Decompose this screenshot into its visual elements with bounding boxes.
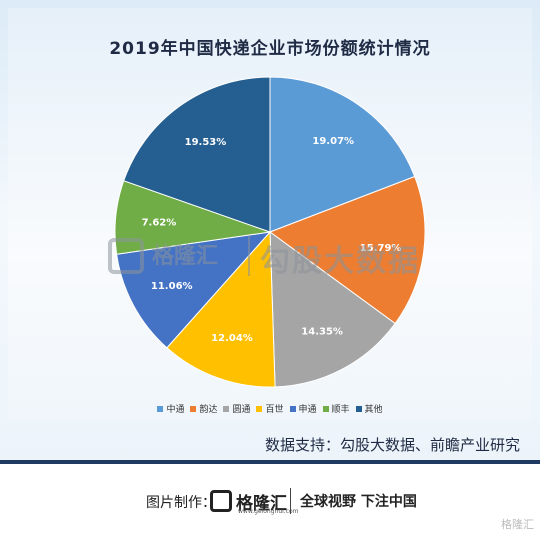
footer-separator [290, 488, 291, 514]
pie-slice-1 [268, 175, 426, 325]
brand-logo-icon [210, 490, 232, 512]
pie-data-label-0: 19.07% [312, 136, 354, 147]
pie-data-label-3: 12.04% [211, 333, 253, 344]
legend-label-2: 圆通 [232, 405, 251, 415]
made-by-label: 图片制作： [146, 495, 216, 511]
legend-label-6: 其他 [364, 405, 383, 415]
legend-item-6: 其他 [355, 402, 383, 415]
footer-divider [0, 460, 540, 464]
pie-slice-0 [269, 76, 416, 233]
legend-label-4: 申通 [298, 405, 317, 415]
legend-swatch-1 [190, 405, 197, 412]
pie-data-label-6: 19.53% [185, 137, 227, 148]
legend-swatch-2 [223, 405, 230, 412]
legend-swatch-6 [355, 405, 362, 412]
pie-slice-2 [269, 230, 396, 388]
chart-card: 2019年中国快递企业市场份额统计情况 19.07% 15.79% 14.35% 12… [8, 8, 532, 420]
pie-data-label-1: 15.79% [360, 243, 402, 254]
brand-url: www.gelonghui.com [238, 508, 299, 515]
legend-item-2: 圆通 [223, 402, 250, 415]
legend-label-5: 顺丰 [331, 405, 350, 415]
legend-swatch-0 [157, 405, 164, 412]
legend-label-1: 韵达 [199, 405, 218, 415]
pie-chart: 19.07% 15.79% 14.35% 12.04% 11.06% 7.62% 19.53… [114, 76, 426, 388]
chart-legend: 中通 韵达 圆通 百世 申通 顺丰 其他 [8, 402, 532, 415]
pie-data-label-2: 14.35% [301, 327, 343, 338]
legend-item-3: 百世 [256, 402, 284, 415]
footer: 图片制作： 格隆汇 www.gelonghui.com 全球视野 下注中国 格隆… [0, 464, 540, 540]
pie-slice-6 [123, 76, 271, 233]
brand-name: 格隆汇 [236, 494, 287, 514]
data-source: 数据支持：勾股大数据、前瞻产业研究 [264, 436, 520, 454]
corner-watermark: 格隆汇 [501, 518, 534, 531]
pie-data-label-4: 11.06% [151, 281, 193, 292]
pie-slice-4 [116, 231, 272, 349]
legend-label-0: 中通 [166, 405, 185, 415]
legend-item-4: 申通 [289, 402, 317, 415]
legend-swatch-3 [256, 405, 263, 412]
pie-data-label-5: 7.62% [142, 217, 177, 228]
chart-title: 2019年中国快递企业市场份额统计情况 [109, 39, 431, 59]
legend-item-5: 顺丰 [322, 402, 350, 415]
legend-swatch-5 [322, 405, 329, 412]
legend-label-3: 百世 [265, 405, 284, 415]
slogan: 全球视野 下注中国 [300, 494, 417, 510]
legend-item-1: 韵达 [190, 402, 217, 415]
legend-item-0: 中通 [157, 402, 184, 415]
legend-swatch-4 [289, 405, 296, 412]
